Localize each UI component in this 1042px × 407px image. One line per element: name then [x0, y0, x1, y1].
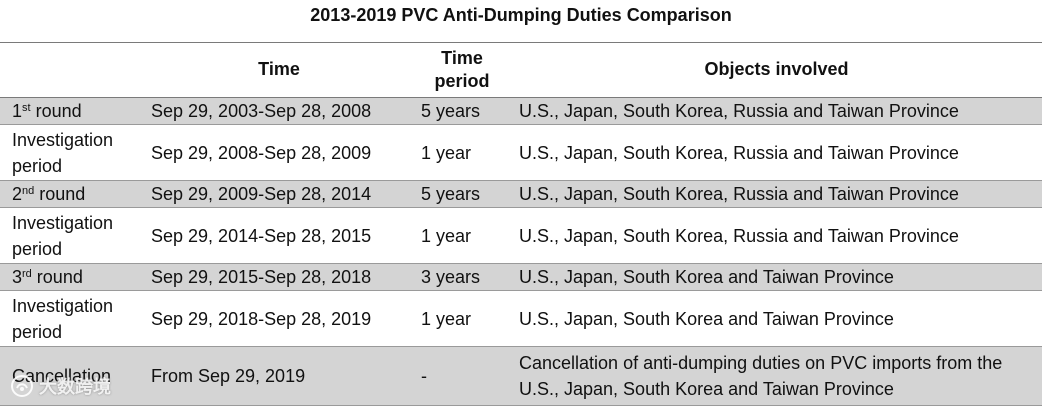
- ordinal-suffix: rd: [22, 268, 32, 280]
- table-row: Investigation period Sep 29, 2008-Sep 28…: [0, 124, 1042, 181]
- round-label: round: [30, 101, 82, 121]
- document-title: 2013-2019 PVC Anti-Dumping Duties Compar…: [310, 5, 732, 25]
- time-cell: Sep 29, 2018-Sep 28, 2019: [145, 290, 413, 347]
- header-objects-involved: Objects involved: [511, 42, 1042, 98]
- period-cell: 1 year: [413, 207, 511, 264]
- table-row: Investigation period Sep 29, 2018-Sep 28…: [0, 290, 1042, 347]
- table-row: 3rd round Sep 29, 2015-Sep 28, 2018 3 ye…: [0, 263, 1042, 291]
- anti-dumping-table: Time Time period Objects involved 1st ro…: [0, 42, 1042, 406]
- table-row: 1st round Sep 29, 2003-Sep 28, 2008 5 ye…: [0, 97, 1042, 125]
- objects-cell: U.S., Japan, South Korea, Russia and Tai…: [511, 180, 1042, 208]
- table-row: Cancellation From Sep 29, 2019 - Cancell…: [0, 346, 1042, 406]
- table-row: Investigation period Sep 29, 2014-Sep 28…: [0, 207, 1042, 264]
- phase-cell: Investigation period: [0, 124, 145, 181]
- phase-cell: 3rd round: [0, 263, 145, 291]
- phase-cell: 1st round: [0, 97, 145, 125]
- objects-cell: U.S., Japan, South Korea, Russia and Tai…: [511, 97, 1042, 125]
- time-cell: Sep 29, 2014-Sep 28, 2015: [145, 207, 413, 264]
- time-cell: From Sep 29, 2019: [145, 346, 413, 406]
- header-time-period: Time period: [413, 42, 511, 98]
- ordinal-suffix: nd: [22, 185, 35, 197]
- round-label: round: [31, 267, 83, 287]
- phase-cell: 2nd round: [0, 180, 145, 208]
- table-header-row: Time Time period Objects involved: [0, 42, 1042, 98]
- time-cell: Sep 29, 2008-Sep 28, 2009: [145, 124, 413, 181]
- round-number: 3: [12, 267, 23, 287]
- period-cell: 5 years: [413, 180, 511, 208]
- objects-cell: U.S., Japan, South Korea and Taiwan Prov…: [511, 263, 1042, 291]
- header-time: Time: [145, 42, 413, 98]
- period-cell: -: [413, 346, 511, 406]
- objects-cell: U.S., Japan, South Korea, Russia and Tai…: [511, 124, 1042, 181]
- time-cell: Sep 29, 2015-Sep 28, 2018: [145, 263, 413, 291]
- time-cell: Sep 29, 2009-Sep 28, 2014: [145, 180, 413, 208]
- round-label: round: [34, 184, 86, 204]
- round-number: 1: [12, 101, 23, 121]
- phase-cell: Investigation period: [0, 207, 145, 264]
- objects-cell: U.S., Japan, South Korea and Taiwan Prov…: [511, 290, 1042, 347]
- header-phase: [0, 42, 145, 98]
- period-cell: 5 years: [413, 97, 511, 125]
- phase-cell: Investigation period: [0, 290, 145, 347]
- period-cell: 1 year: [413, 124, 511, 181]
- objects-cell: U.S., Japan, South Korea, Russia and Tai…: [511, 207, 1042, 264]
- comparison-table-wrapper: Time Time period Objects involved 1st ro…: [0, 42, 1042, 406]
- objects-cell: Cancellation of anti-dumping duties on P…: [511, 346, 1042, 406]
- round-number: 2: [12, 184, 23, 204]
- ordinal-suffix: st: [22, 102, 31, 114]
- period-cell: 3 years: [413, 263, 511, 291]
- phase-cell: Cancellation: [0, 346, 145, 406]
- table-row: 2nd round Sep 29, 2009-Sep 28, 2014 5 ye…: [0, 180, 1042, 208]
- time-cell: Sep 29, 2003-Sep 28, 2008: [145, 97, 413, 125]
- period-cell: 1 year: [413, 290, 511, 347]
